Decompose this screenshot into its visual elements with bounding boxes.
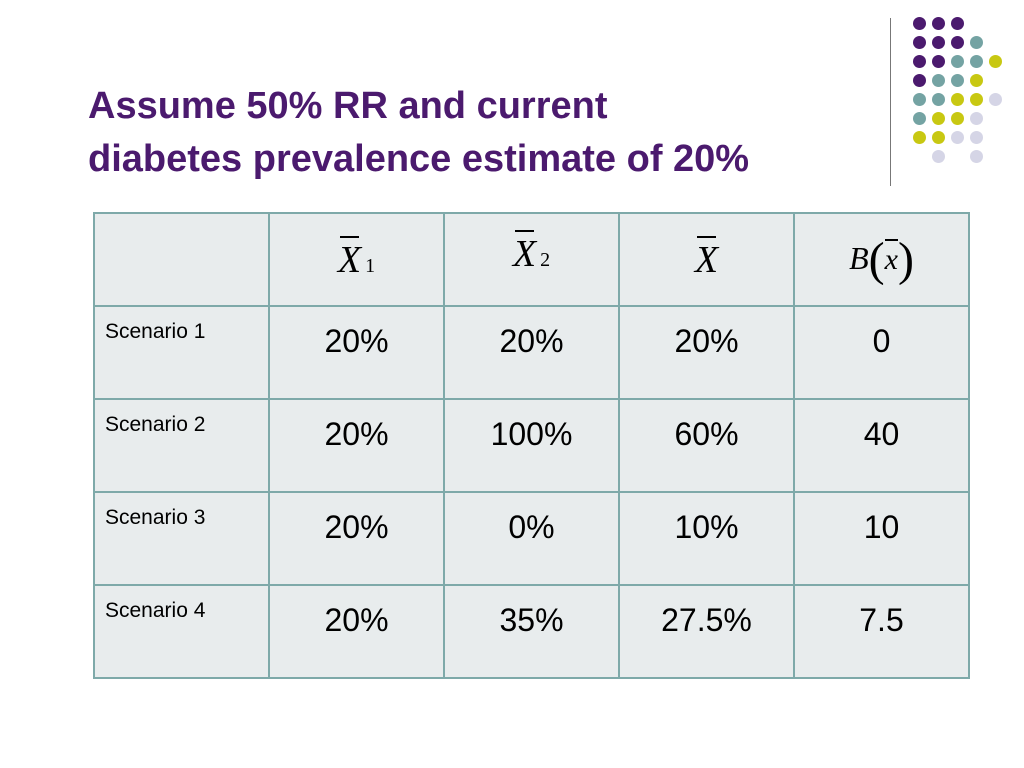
row-label: Scenario 1 <box>93 305 270 400</box>
decor-dot <box>913 17 926 30</box>
decor-dot <box>913 55 926 68</box>
decor-dot <box>932 17 945 30</box>
decor-dot <box>913 131 926 144</box>
decor-dot <box>951 17 964 30</box>
row-label: Scenario 4 <box>93 584 270 679</box>
decor-dot <box>951 55 964 68</box>
slide-title: Assume 50% RR and current diabetes preva… <box>88 80 888 186</box>
header-bias: B(x) <box>793 212 970 307</box>
decor-dot <box>970 74 983 87</box>
table-row: Scenario 4 20% 35% 27.5% 7.5 <box>93 584 970 679</box>
title-line-1: Assume 50% RR and current <box>88 85 608 127</box>
decor-dot <box>913 36 926 49</box>
title-line-2: diabetes prevalence estimate of 20% <box>88 138 750 180</box>
cell-bias: 7.5 <box>793 584 970 679</box>
cell-x2: 0% <box>443 491 620 586</box>
cell-x2: 100% <box>443 398 620 493</box>
cell-x2: 35% <box>443 584 620 679</box>
decorative-dot-grid <box>0 0 1024 200</box>
cell-xbar: 10% <box>618 491 795 586</box>
decor-dot <box>970 150 983 163</box>
decor-dot <box>989 93 1002 106</box>
decor-dot <box>951 93 964 106</box>
decor-dot <box>970 36 983 49</box>
decor-dot <box>951 74 964 87</box>
title-divider <box>890 18 891 186</box>
decor-dot <box>913 112 926 125</box>
decor-dot <box>932 150 945 163</box>
decor-dot <box>932 93 945 106</box>
cell-x1: 20% <box>268 398 445 493</box>
decor-dot <box>970 131 983 144</box>
cell-xbar: 60% <box>618 398 795 493</box>
decor-dot <box>932 55 945 68</box>
x2-subscript: 2 <box>540 248 551 271</box>
decor-dot <box>970 93 983 106</box>
decor-dot <box>932 131 945 144</box>
xbar-symbol: X <box>694 235 719 281</box>
decor-dot <box>913 74 926 87</box>
x2-symbol: X <box>512 229 537 275</box>
decor-dot <box>932 36 945 49</box>
decor-dot <box>951 36 964 49</box>
row-label: Scenario 3 <box>93 491 270 586</box>
cell-xbar: 27.5% <box>618 584 795 679</box>
cell-bias: 10 <box>793 491 970 586</box>
decor-dot <box>970 55 983 68</box>
decor-dot <box>913 93 926 106</box>
bias-argument-symbol: x <box>884 239 899 276</box>
x1-subscript: 1 <box>365 254 376 277</box>
row-label: Scenario 2 <box>93 398 270 493</box>
decor-dot <box>951 112 964 125</box>
cell-bias: 0 <box>793 305 970 400</box>
cell-x1: 20% <box>268 305 445 400</box>
table-row: Scenario 3 20% 0% 10% 10 <box>93 491 970 586</box>
table-row: Scenario 2 20% 100% 60% 40 <box>93 398 970 493</box>
cell-x2: 20% <box>443 305 620 400</box>
decor-dot <box>951 131 964 144</box>
cell-bias: 40 <box>793 398 970 493</box>
x1-symbol: X <box>337 235 362 281</box>
header-corner-cell <box>93 212 270 307</box>
header-xbar: X <box>618 212 795 307</box>
decor-dot <box>932 74 945 87</box>
cell-x1: 20% <box>268 584 445 679</box>
decor-dot <box>932 112 945 125</box>
cell-xbar: 20% <box>618 305 795 400</box>
bias-function-symbol: B <box>849 240 869 276</box>
decor-dot <box>970 112 983 125</box>
table-row: Scenario 1 20% 20% 20% 0 <box>93 305 970 400</box>
decor-dot <box>989 55 1002 68</box>
cell-x1: 20% <box>268 491 445 586</box>
